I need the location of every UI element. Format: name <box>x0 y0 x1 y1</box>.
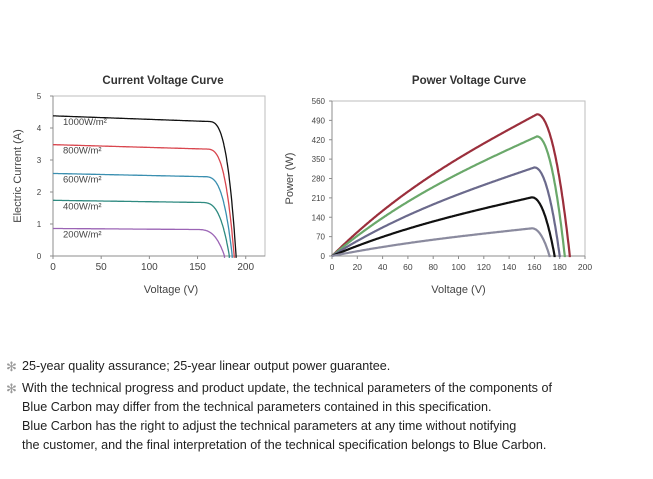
note-text: 25-year quality assurance; 25-year linea… <box>22 359 391 373</box>
x-tick-label: 160 <box>527 262 541 272</box>
x-tick-label: 150 <box>189 262 206 273</box>
y-tick-label: 0 <box>321 252 326 261</box>
x-tick-label: 100 <box>141 262 158 273</box>
x-axis-label: Voltage (V) <box>431 284 485 296</box>
note-disclaimer: ✻ With the technical progress and produc… <box>6 379 646 455</box>
series-line <box>331 196 556 258</box>
x-tick-label: 60 <box>403 262 413 272</box>
series-label: 1000W/m² <box>63 117 107 128</box>
chart-title: Current Voltage Curve <box>102 75 223 87</box>
y-tick-label: 70 <box>316 233 325 242</box>
note-text: Blue Carbon may differ from the technica… <box>22 400 492 414</box>
series-line <box>331 113 571 258</box>
note-warranty: ✻ 25-year quality assurance; 25-year lin… <box>6 357 646 376</box>
y-tick-label: 140 <box>312 213 326 222</box>
y-tick-label: 2 <box>37 188 42 197</box>
series-label: 400W/m² <box>63 201 102 212</box>
y-tick-label: 0 <box>37 252 42 261</box>
y-axis-label: Power (W) <box>284 153 296 205</box>
x-tick-label: 200 <box>578 262 592 272</box>
note-text: the customer, and the final interpretati… <box>22 438 547 452</box>
x-tick-label: 0 <box>330 262 335 272</box>
y-tick-label: 560 <box>312 97 326 106</box>
asterisk-icon: ✻ <box>6 359 17 374</box>
x-tick-label: 180 <box>553 262 567 272</box>
series-label: 600W/m² <box>63 174 102 185</box>
series-label: 800W/m² <box>63 146 102 157</box>
series-line <box>52 227 226 258</box>
y-tick-label: 420 <box>312 136 326 145</box>
y-tick-label: 490 <box>312 116 326 125</box>
series-line <box>52 199 230 258</box>
note-text: Blue Carbon has the right to adjust the … <box>22 419 517 433</box>
x-tick-label: 140 <box>502 262 516 272</box>
y-tick-label: 3 <box>37 156 42 165</box>
x-tick-label: 40 <box>378 262 388 272</box>
chart-title: Power Voltage Curve <box>412 75 526 87</box>
y-tick-label: 4 <box>37 124 42 133</box>
x-tick-label: 120 <box>477 262 491 272</box>
series-label: 200W/m² <box>63 229 102 240</box>
y-tick-label: 350 <box>312 155 326 164</box>
y-tick-label: 5 <box>37 92 42 101</box>
x-tick-label: 80 <box>428 262 438 272</box>
y-tick-label: 210 <box>312 194 326 203</box>
series-line <box>52 115 237 258</box>
x-tick-label: 200 <box>237 262 254 273</box>
y-tick-label: 1 <box>37 220 42 229</box>
x-tick-label: 0 <box>50 262 56 273</box>
asterisk-icon: ✻ <box>6 381 17 396</box>
series-line <box>331 166 561 258</box>
x-tick-label: 50 <box>96 262 108 273</box>
note-text: With the technical progress and product … <box>22 381 552 395</box>
series-line <box>52 143 235 258</box>
notes-section: ✻ 25-year quality assurance; 25-year lin… <box>6 357 646 458</box>
series-line <box>331 135 566 258</box>
series-line <box>52 172 233 258</box>
y-axis-label: Electric Current (A) <box>12 129 24 223</box>
x-tick-label: 20 <box>353 262 363 272</box>
y-tick-label: 280 <box>312 175 326 184</box>
x-tick-label: 100 <box>451 262 465 272</box>
x-axis-label: Voltage (V) <box>144 284 198 296</box>
series-line <box>331 227 551 258</box>
